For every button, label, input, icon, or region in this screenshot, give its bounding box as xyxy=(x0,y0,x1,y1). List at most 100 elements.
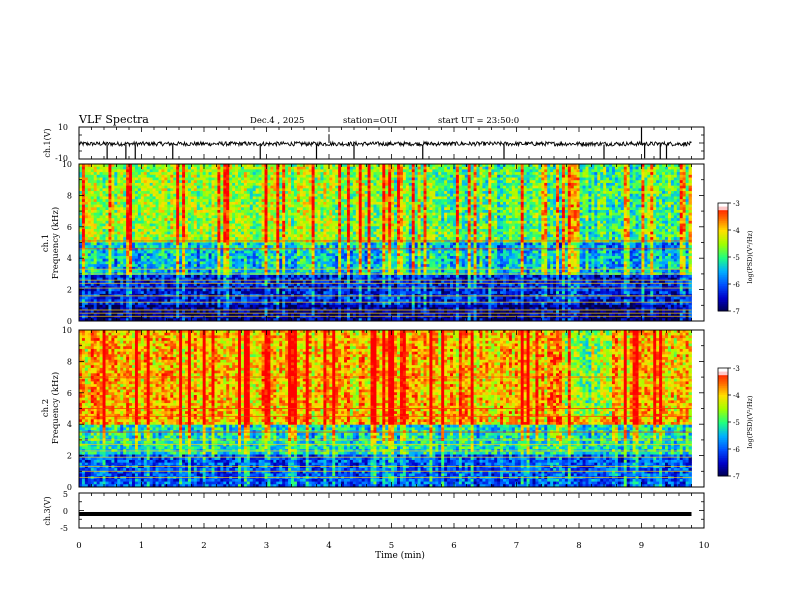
spectrogram-cell xyxy=(564,177,569,181)
spectrogram-cell xyxy=(488,166,492,170)
spectrogram-cell xyxy=(170,166,174,170)
spectrogram-cell xyxy=(447,223,451,227)
spectrogram-cell xyxy=(223,193,227,197)
spectrogram-cell xyxy=(176,207,180,211)
spectrogram-cell xyxy=(617,196,622,200)
spectrogram-cell xyxy=(367,191,371,195)
spectrogram-cell xyxy=(164,174,168,178)
spectrogram-cell xyxy=(329,223,333,227)
spectrogram-cell xyxy=(388,164,392,168)
spectrogram-cell xyxy=(311,166,315,170)
spectrogram-cell xyxy=(373,180,377,184)
spectrogram-cell xyxy=(196,220,201,224)
spectrogram-cell xyxy=(217,204,221,208)
spectrogram-cell xyxy=(597,210,601,214)
spectrogram-cell xyxy=(170,218,174,222)
spectrogram-cell xyxy=(285,193,289,197)
spectrogram-cell xyxy=(558,185,563,189)
spectrogram-cell xyxy=(217,174,221,178)
spectrogram-cell xyxy=(364,212,368,216)
spectrogram-cell xyxy=(679,166,684,170)
spectrogram-cell xyxy=(84,223,89,227)
spectrogram-cell xyxy=(635,182,639,187)
spectrogram-cell xyxy=(358,177,363,181)
spectrogram-cell xyxy=(96,220,101,224)
spectrogram-cell xyxy=(243,191,248,195)
spectrogram-cell xyxy=(296,223,301,227)
spectrogram-cell xyxy=(641,174,645,178)
spectrogram-cell xyxy=(673,207,678,211)
spectrogram-cell xyxy=(332,196,336,200)
spectrogram-cell xyxy=(685,191,689,195)
spectrogram-cell xyxy=(149,220,154,224)
spectrogram-cell xyxy=(364,185,368,189)
spectrogram-cell xyxy=(170,210,174,214)
spectrogram-cell xyxy=(299,180,304,184)
spectrogram-cell xyxy=(246,177,251,181)
spectrogram-cell xyxy=(246,204,251,208)
spectrogram-cell xyxy=(467,164,472,168)
spectrogram-cell xyxy=(485,182,489,187)
spectrogram-cell xyxy=(361,166,366,170)
spectrogram-cell xyxy=(561,193,566,197)
spectrogram-cell xyxy=(603,164,607,168)
spectrogram-cell xyxy=(308,185,313,189)
spectrogram-cell xyxy=(146,174,151,178)
spectrogram-cell xyxy=(173,201,177,206)
spectrogram-cell xyxy=(323,207,327,211)
spectrogram-cell xyxy=(176,177,180,181)
spectrogram-cell xyxy=(323,188,327,192)
spectrogram-cell xyxy=(458,207,463,211)
spectrogram-cell xyxy=(238,188,242,192)
spectrogram-cell xyxy=(123,196,127,200)
spectrogram-cell xyxy=(467,191,472,195)
spectrogram-cell xyxy=(682,182,687,187)
spectrogram-cell xyxy=(276,174,280,178)
spectrogram-cell xyxy=(102,177,106,181)
spectrogram-cell xyxy=(676,164,681,168)
spectrogram-cell xyxy=(208,174,212,178)
spectrogram-cell xyxy=(659,169,663,173)
spectrogram-cell xyxy=(561,215,566,219)
spectrogram-cell xyxy=(355,172,360,176)
spectrogram-cell xyxy=(238,174,242,178)
spectrogram-cell xyxy=(196,204,201,208)
spectrogram-cell xyxy=(505,212,510,216)
spectrogram-cell xyxy=(190,172,195,176)
spectrogram-cell xyxy=(299,207,304,211)
spectrogram-cell xyxy=(447,191,451,195)
spectrogram-cell xyxy=(682,164,687,168)
spectrogram-cell xyxy=(379,223,383,227)
spectrogram-cell xyxy=(314,201,318,206)
spectrogram-cell xyxy=(547,220,551,224)
spectrogram-cell xyxy=(402,218,407,222)
spectrogram-cell xyxy=(626,166,631,170)
spectrogram-cell xyxy=(211,169,215,173)
spectrogram-cell xyxy=(176,193,180,197)
spectrogram-cell xyxy=(291,212,295,216)
spectrogram-cell xyxy=(211,212,215,216)
spectrogram-cell xyxy=(208,172,212,176)
spectrogram-cell xyxy=(417,199,421,203)
spectrogram-cell xyxy=(267,220,271,224)
spectrogram-cell xyxy=(214,169,218,173)
spectrogram-cell xyxy=(282,223,286,227)
spectrogram-cell xyxy=(600,172,604,176)
spectrogram-cell xyxy=(423,164,427,168)
spectrogram-cell xyxy=(520,180,525,184)
spectrogram-cell xyxy=(114,188,118,192)
spectrogram-cell xyxy=(591,223,595,227)
spectrogram-cell xyxy=(182,193,186,197)
spectrogram-cell xyxy=(611,177,616,181)
spectrogram-cell xyxy=(399,218,404,222)
spectrogram-cell xyxy=(346,180,351,184)
spectrogram-cell xyxy=(638,182,642,187)
spectrogram-cell xyxy=(597,207,601,211)
spectrogram-cell xyxy=(93,172,98,176)
spectrogram-cell xyxy=(243,212,248,216)
spectrogram-cell xyxy=(394,218,398,222)
spectrogram-cell xyxy=(538,182,542,187)
spectrogram-cell xyxy=(629,169,633,173)
spectrogram-cell xyxy=(114,174,118,178)
spectrogram-cell xyxy=(458,169,463,173)
